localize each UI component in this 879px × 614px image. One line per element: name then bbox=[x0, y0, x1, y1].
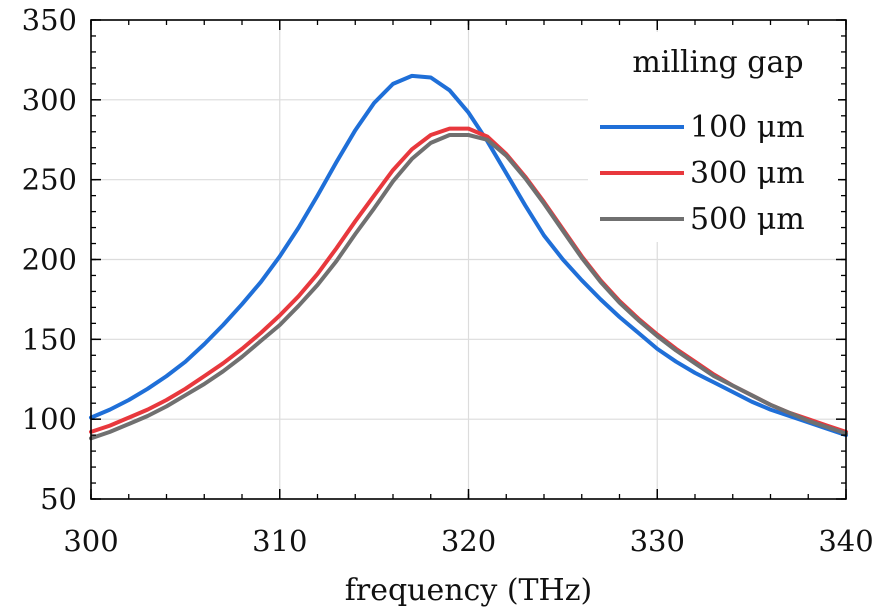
y-tick-label: 250 bbox=[22, 163, 77, 197]
x-tick-label: 330 bbox=[630, 524, 685, 558]
y-tick-label: 100 bbox=[22, 402, 77, 436]
x-axis-title: frequency (THz) bbox=[345, 573, 592, 608]
series-layer bbox=[89, 73, 848, 441]
y-tick-label: 150 bbox=[22, 322, 77, 356]
y-tick-label: 50 bbox=[40, 482, 77, 516]
y-tick-label: 200 bbox=[22, 243, 77, 277]
legend-title: milling gap bbox=[632, 45, 803, 80]
series-line-3 bbox=[89, 133, 848, 441]
legend-background bbox=[588, 32, 838, 242]
x-tick-label: 320 bbox=[441, 524, 496, 558]
legend: milling gap 100 μm 300 μm 500 μm bbox=[588, 32, 838, 242]
x-tick-label: 300 bbox=[63, 524, 118, 558]
legend-label-1: 100 μm bbox=[690, 110, 805, 145]
legend-label-2: 300 μm bbox=[690, 156, 805, 191]
tick-labels: 300 310 320 330 340 50 100 150 200 250 300 350 bbox=[22, 3, 874, 558]
series-line-1 bbox=[89, 73, 848, 438]
x-tick-label: 310 bbox=[252, 524, 307, 558]
y-tick-label: 300 bbox=[22, 83, 77, 117]
y-tick-label: 350 bbox=[22, 3, 77, 37]
legend-label-3: 500 μm bbox=[690, 202, 805, 237]
x-tick-label: 340 bbox=[818, 524, 873, 558]
